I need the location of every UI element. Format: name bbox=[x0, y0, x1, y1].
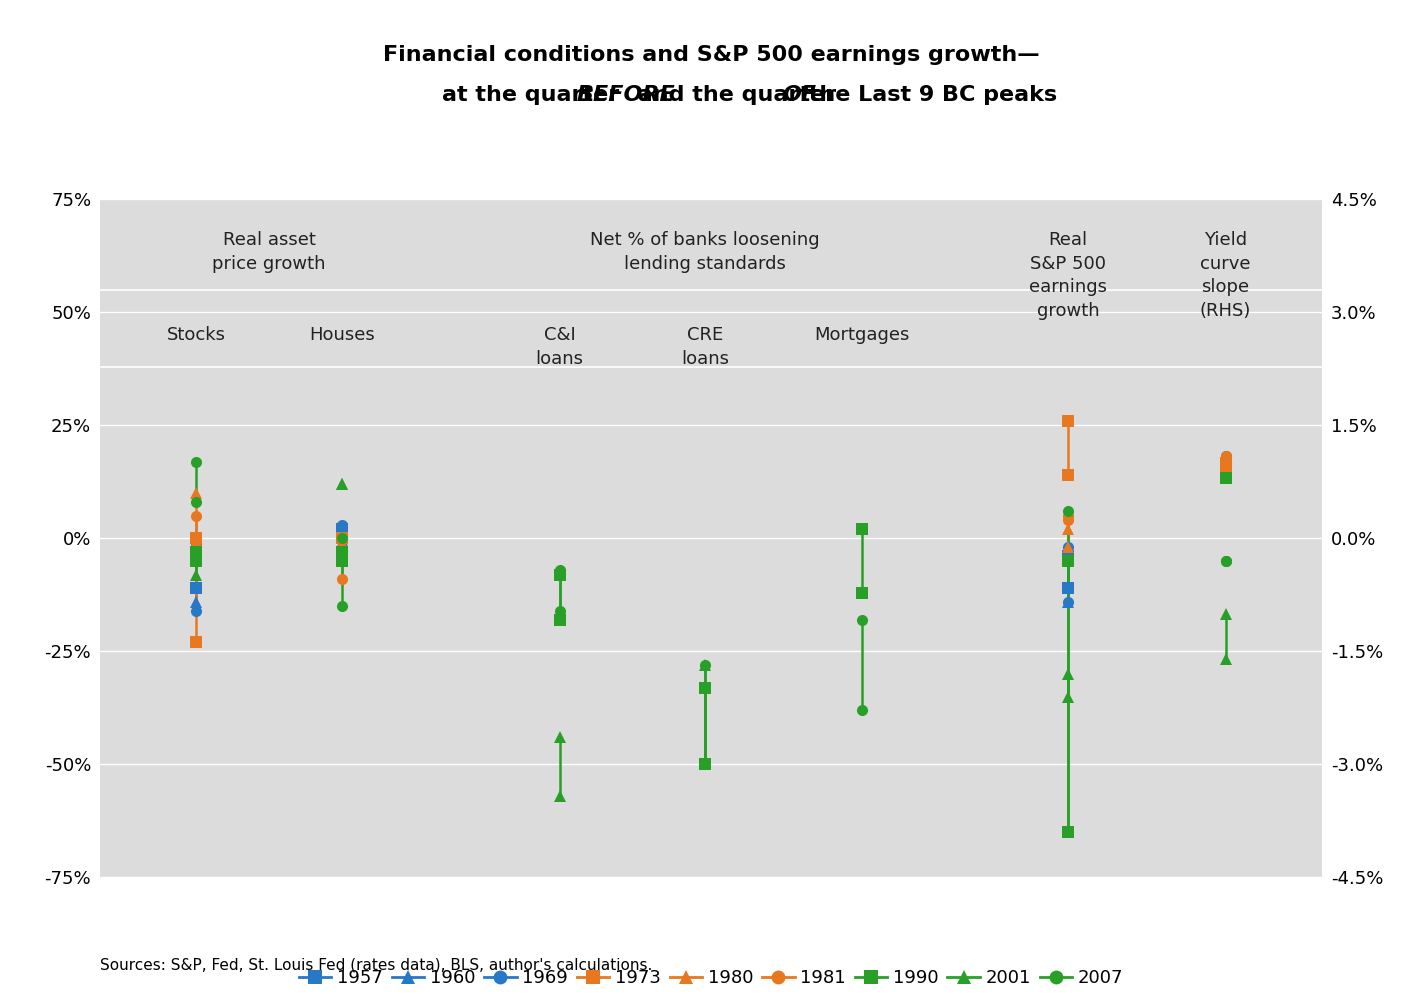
Legend: 1957, 1960, 1969, 1973, 1980, 1981, 1990, 2001, 2007: 1957, 1960, 1969, 1973, 1980, 1981, 1990… bbox=[299, 969, 1123, 987]
Text: and the quarter: and the quarter bbox=[630, 85, 845, 105]
Text: Stocks: Stocks bbox=[166, 326, 226, 344]
Text: Mortgages: Mortgages bbox=[815, 326, 910, 344]
Text: at the quarter: at the quarter bbox=[442, 85, 627, 105]
Text: Houses: Houses bbox=[309, 326, 374, 344]
Text: BEFORE: BEFORE bbox=[577, 85, 675, 105]
Text: C&I
loans: C&I loans bbox=[536, 326, 583, 368]
Text: Sources: S&P, Fed, St. Louis Fed (rates data), BLS, author's calculations.: Sources: S&P, Fed, St. Louis Fed (rates … bbox=[100, 957, 651, 972]
Text: Yield
curve
slope
(RHS): Yield curve slope (RHS) bbox=[1200, 231, 1251, 320]
Text: CRE
loans: CRE loans bbox=[681, 326, 729, 368]
Text: the Last 9 BC peaks: the Last 9 BC peaks bbox=[801, 85, 1057, 105]
Text: Financial conditions and S&P 500 earnings growth—: Financial conditions and S&P 500 earning… bbox=[383, 45, 1039, 65]
Text: Net % of banks loosening
lending standards: Net % of banks loosening lending standar… bbox=[590, 231, 819, 272]
Text: Real asset
price growth: Real asset price growth bbox=[212, 231, 326, 272]
Text: OF: OF bbox=[782, 85, 816, 105]
Text: Real
S&P 500
earnings
growth: Real S&P 500 earnings growth bbox=[1030, 231, 1108, 320]
